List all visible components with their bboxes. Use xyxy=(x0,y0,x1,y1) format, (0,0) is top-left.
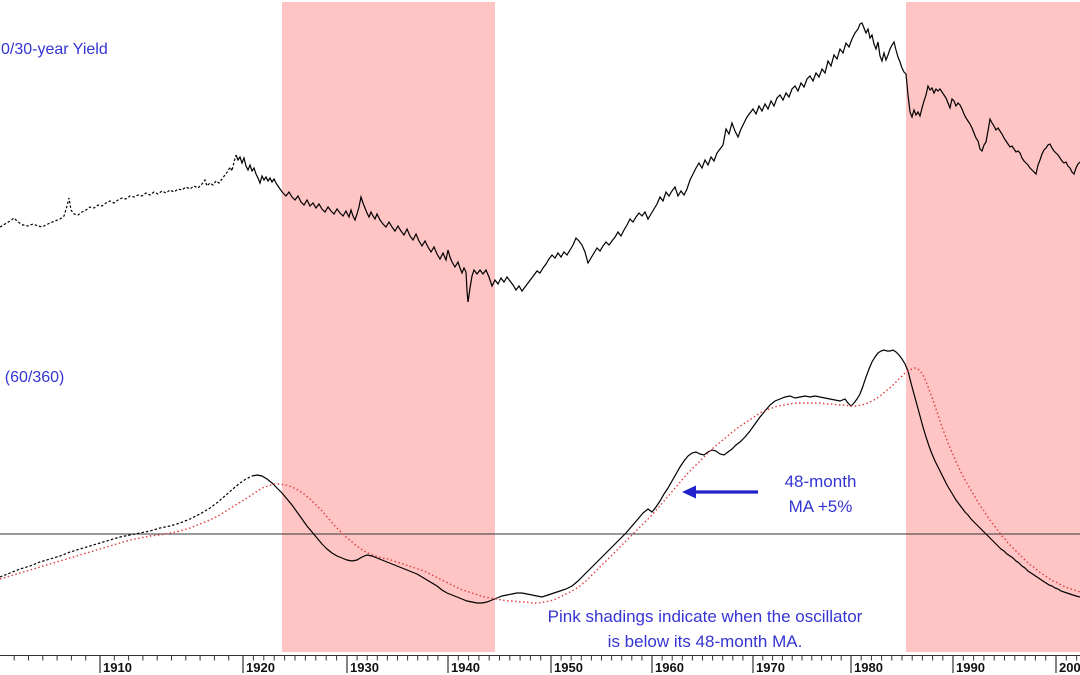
ma-annotation-arrowhead xyxy=(682,485,696,499)
x-axis-year-label: 1950 xyxy=(554,660,583,675)
x-axis-year-label: 1930 xyxy=(350,660,379,675)
ma-annotation: 48-month MA +5% xyxy=(763,469,878,519)
yield-ratio-line-line xyxy=(235,22,1080,303)
x-axis-year-label: 1970 xyxy=(756,660,785,675)
x-axis-year-label: 1920 xyxy=(246,660,275,675)
oscillator-line-line xyxy=(251,349,1080,604)
oscillator-line-line xyxy=(0,475,253,578)
48-month-ma-plus-5pct-line xyxy=(0,367,1080,604)
x-axis-year-label: 2000 xyxy=(1059,660,1080,675)
ma-annotation-line2: MA +5% xyxy=(788,497,853,516)
ma-annotation-line1: 48-month xyxy=(784,472,857,491)
top-panel-label: 0/30-year Yield xyxy=(1,41,108,58)
pink-shading-region xyxy=(282,2,495,652)
x-axis-year-label: 1940 xyxy=(451,660,480,675)
x-axis-year-label: 1980 xyxy=(854,660,883,675)
pink-shading-region xyxy=(906,2,1080,652)
bottom-panel-label: r (60/360) xyxy=(0,369,65,386)
x-axis-year-label: 1990 xyxy=(956,660,985,675)
shading-caption: Pink shadings indicate when the oscillat… xyxy=(495,604,915,654)
shading-caption-line1: Pink shadings indicate when the oscillat… xyxy=(547,607,863,626)
x-axis-year-label: 1960 xyxy=(655,660,684,675)
yield-ratio-line-line xyxy=(0,154,237,228)
shading-caption-line2: is below its 48-month MA. xyxy=(607,632,803,651)
x-axis-year-label: 1910 xyxy=(103,660,132,675)
